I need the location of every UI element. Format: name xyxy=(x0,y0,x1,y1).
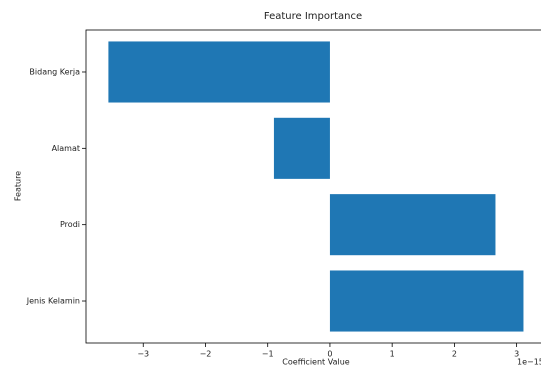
x-tick-label: 2 xyxy=(452,350,457,359)
bar xyxy=(329,194,496,256)
bar xyxy=(329,270,524,332)
x-tick-label: −1 xyxy=(262,350,274,359)
x-tick-label: 0 xyxy=(327,350,332,359)
x-tick-label: 3 xyxy=(514,350,519,359)
y-tick-label: Alamat xyxy=(52,144,80,153)
x-tick-label: −2 xyxy=(200,350,212,359)
bar xyxy=(108,41,330,103)
offset-text: 1e−15 xyxy=(517,358,541,366)
bar xyxy=(273,117,330,179)
y-axis-label: Feature xyxy=(14,171,23,201)
y-tick-label: Prodi xyxy=(60,220,80,229)
y-tick-label: Jenis Kelamin xyxy=(26,297,80,306)
axes-frame xyxy=(85,29,541,344)
y-tick-label: Bidang Kerja xyxy=(29,67,80,76)
x-tick-label: −3 xyxy=(137,350,149,359)
x-tick-label: 1 xyxy=(390,350,395,359)
x-axis-label: Coefficient Value xyxy=(282,358,349,366)
chart-title: Feature Importance xyxy=(264,11,362,22)
